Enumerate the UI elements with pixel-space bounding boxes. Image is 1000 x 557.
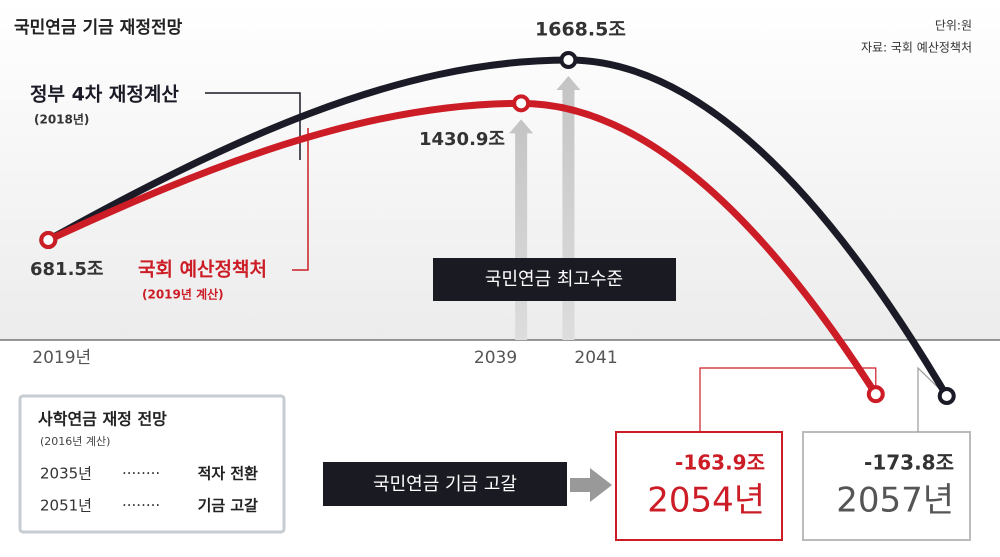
value-label: 1668.5조 [535,19,626,41]
legend-label: 국회 예산정책처 [138,259,267,281]
sidebar-event: 적자 전환 [198,465,259,483]
point [866,385,885,404]
point [559,50,578,69]
arrow [570,468,612,502]
note-box [433,258,676,301]
leader-line [699,367,877,432]
sidebar-note: (2016년 계산) [40,435,110,448]
sidebar-dots: ········ [122,497,160,515]
x-tick-label: 2041 [574,348,617,368]
sidebar-event: 기금 고갈 [198,497,259,515]
x-tick-label: 2039 [474,348,517,368]
point [39,230,58,249]
leader-line [292,128,309,271]
value-label: -163.9조 [675,451,765,475]
depletion-year: 2054년 [647,481,765,521]
sidebar-year: 2051년 [40,497,92,515]
chart-title: 국민연금 기금 재정전망 [14,18,183,38]
legend-label: 정부 4차 재정계산 [30,84,179,106]
legend-note: (2018년) [34,113,89,127]
peak-note: 국민연금 최고수준 [485,269,623,290]
legend-note: (2019년 계산) [142,287,224,302]
plot: 2019년 2039 2041 국민연금 최고수준 681.5조 1668.5조 1430.… [0,19,1000,521]
source-note: 자료: 국회 예산정책처 [861,40,972,55]
depletion-year: 2057년 [836,481,954,521]
x-tick-label: 2019년 [32,348,91,368]
point [512,94,531,113]
unit-note: 단위:원 [935,19,972,33]
value-label: -173.8조 [864,451,954,475]
depletion-note: 국민연금 기금 고갈 [373,474,517,495]
sidebar-dots: ········ [122,465,160,483]
result-box [802,431,971,541]
value-label: 1430.9조 [419,129,505,150]
point [937,386,956,405]
value-label: 681.5조 [30,259,104,280]
sidebar-box [18,394,286,534]
result-box [615,431,783,541]
sidebar-title: 사학연금 재정 전망 [38,410,167,429]
sidebar-year: 2035년 [40,465,92,483]
note-box [323,462,567,506]
